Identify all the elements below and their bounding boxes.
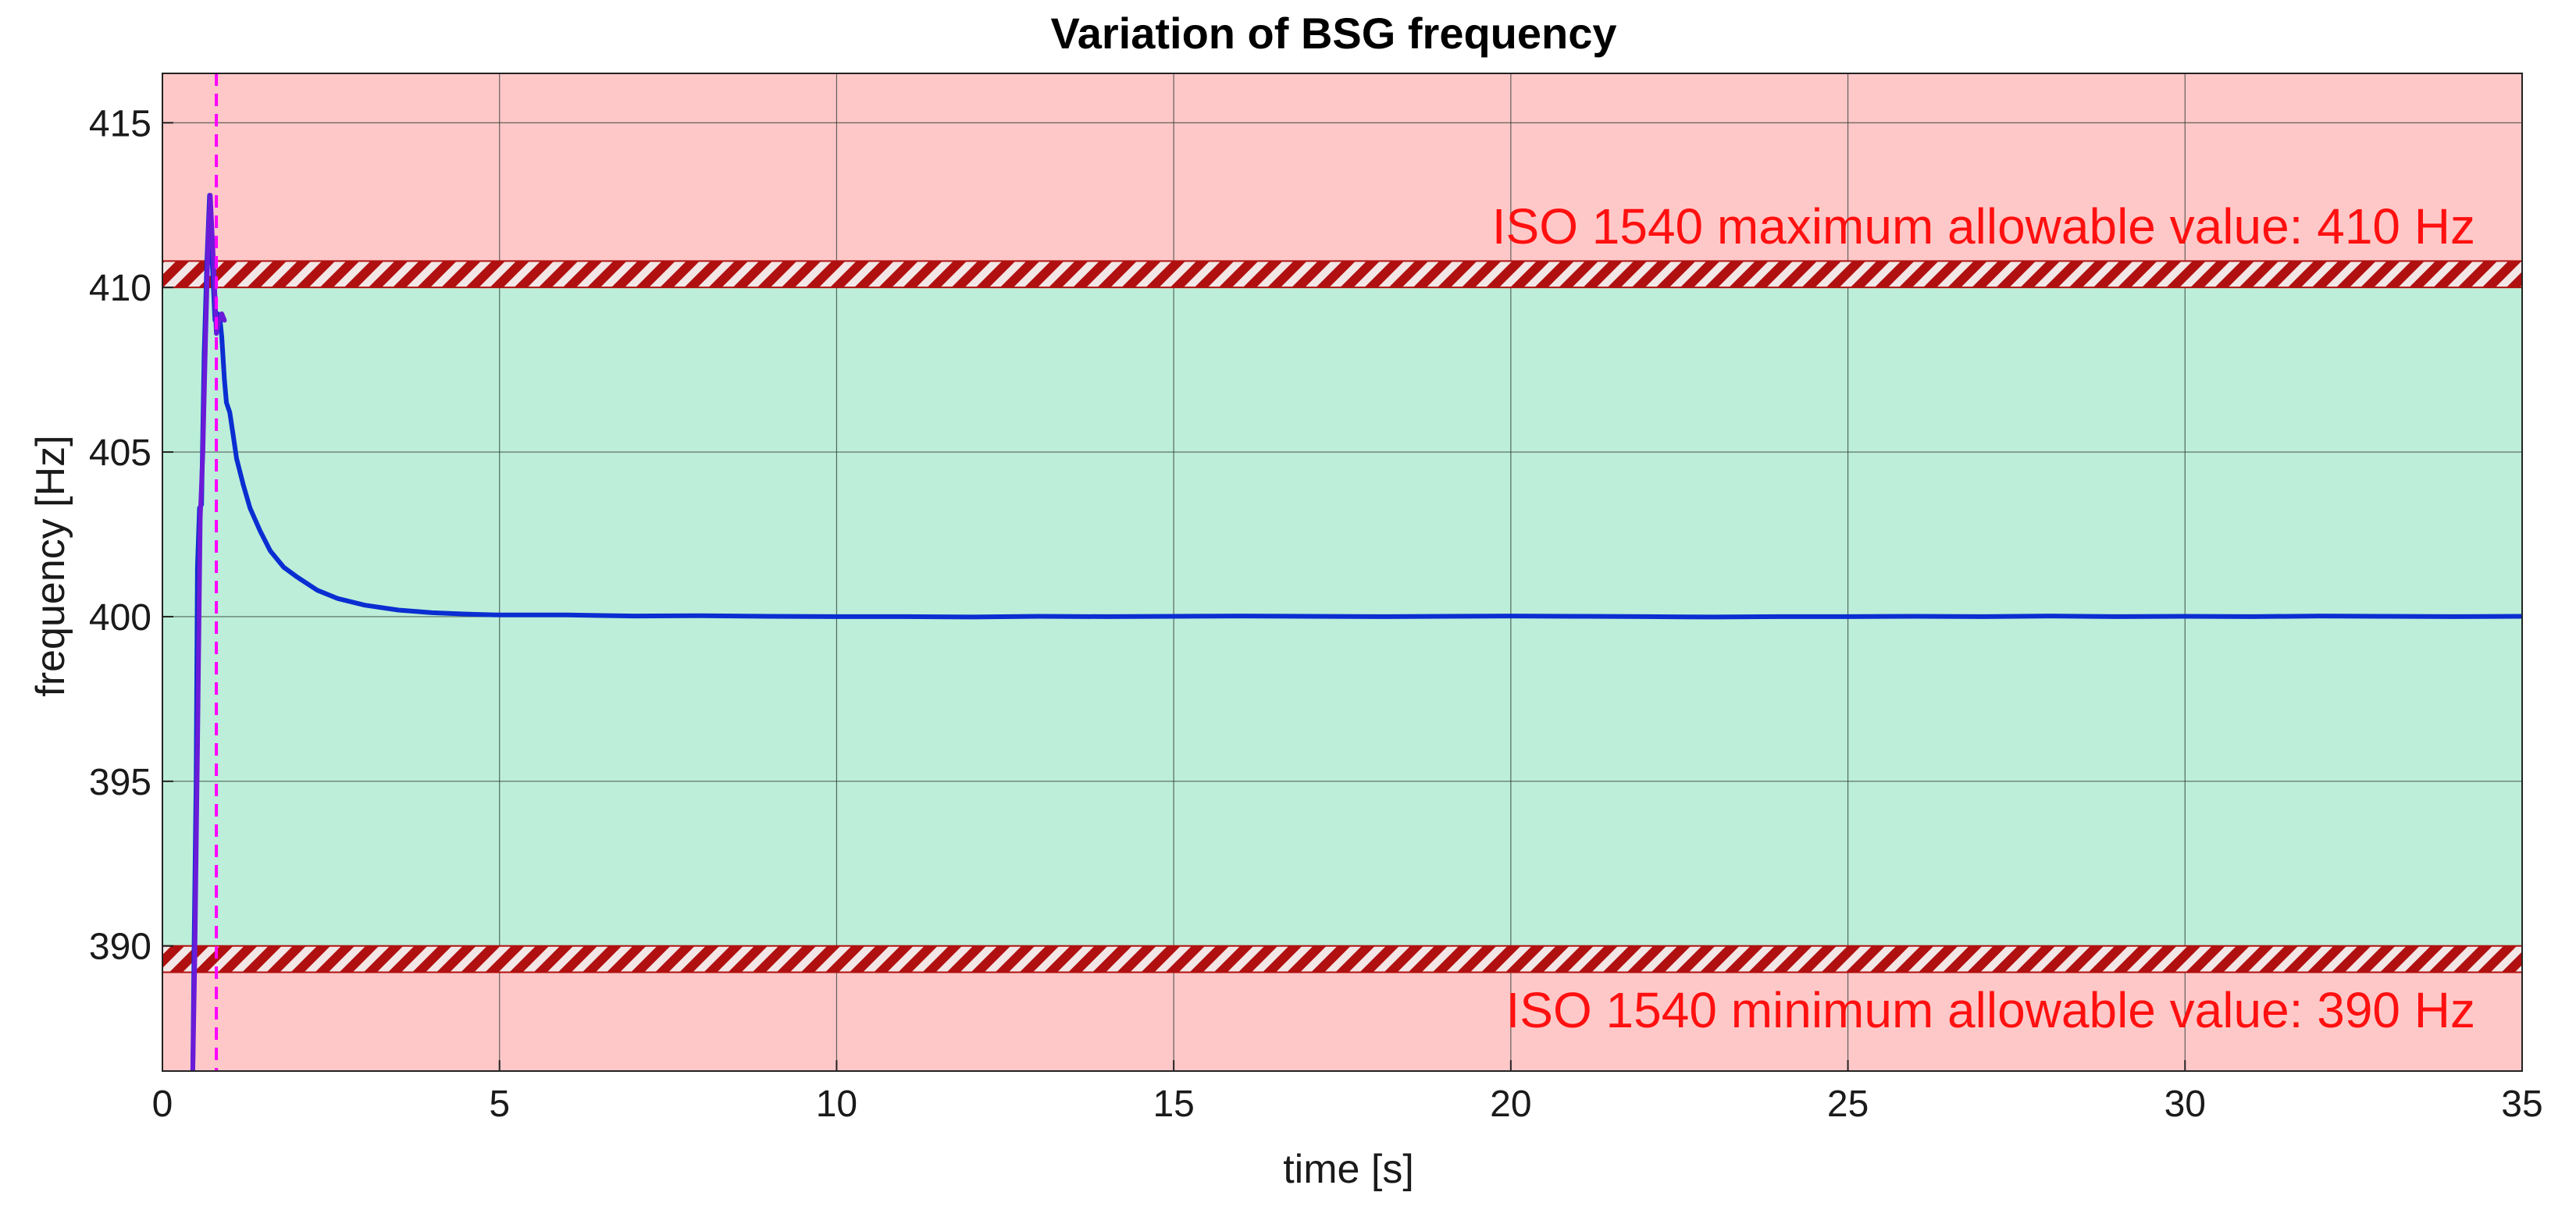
- x-tick-label: 30: [2164, 1084, 2206, 1125]
- x-ticks-layer: 0 5 10 15 20 25 30 35: [152, 1060, 2543, 1125]
- x-tick-label: 20: [1490, 1084, 1531, 1125]
- x-axis-label: time [s]: [1283, 1147, 1414, 1192]
- x-tick-label: 15: [1153, 1084, 1194, 1125]
- limit-bands-layer: [162, 260, 2522, 973]
- y-tick-label: 395: [89, 762, 151, 803]
- y-ticks-layer: 390 395 400 405 410 415: [89, 103, 173, 968]
- y-tick-label: 390: [89, 927, 151, 968]
- annotation-layer: ISO 1540 maximum allowable value: 410 Hz…: [1492, 198, 2475, 1038]
- x-tick-label: 10: [816, 1084, 857, 1125]
- series-layer: [190, 193, 2522, 1071]
- min-limit-band: [162, 945, 2522, 973]
- x-tick-label: 5: [489, 1084, 510, 1125]
- y-tick-label: 400: [89, 597, 151, 639]
- x-tick-label: 25: [1827, 1084, 1869, 1125]
- x-tick-label: 35: [2501, 1084, 2542, 1125]
- max-annotation: ISO 1540 maximum allowable value: 410 Hz: [1492, 198, 2475, 254]
- y-axis-label: frequency [Hz]: [28, 435, 73, 696]
- plot-frame: [162, 73, 2523, 1072]
- x-tick-label: 0: [152, 1084, 173, 1125]
- y-tick-label: 410: [89, 268, 151, 309]
- max-limit-band: [162, 260, 2522, 289]
- series-line-2: [190, 193, 227, 1071]
- y-tick-label: 415: [89, 103, 151, 144]
- chart-title: Variation of BSG frequency: [1050, 9, 1616, 58]
- y-tick-label: 405: [89, 432, 151, 474]
- min-annotation: ISO 1540 minimum allowable value: 390 Hz: [1506, 982, 2476, 1038]
- region-above-max: [162, 73, 2522, 288]
